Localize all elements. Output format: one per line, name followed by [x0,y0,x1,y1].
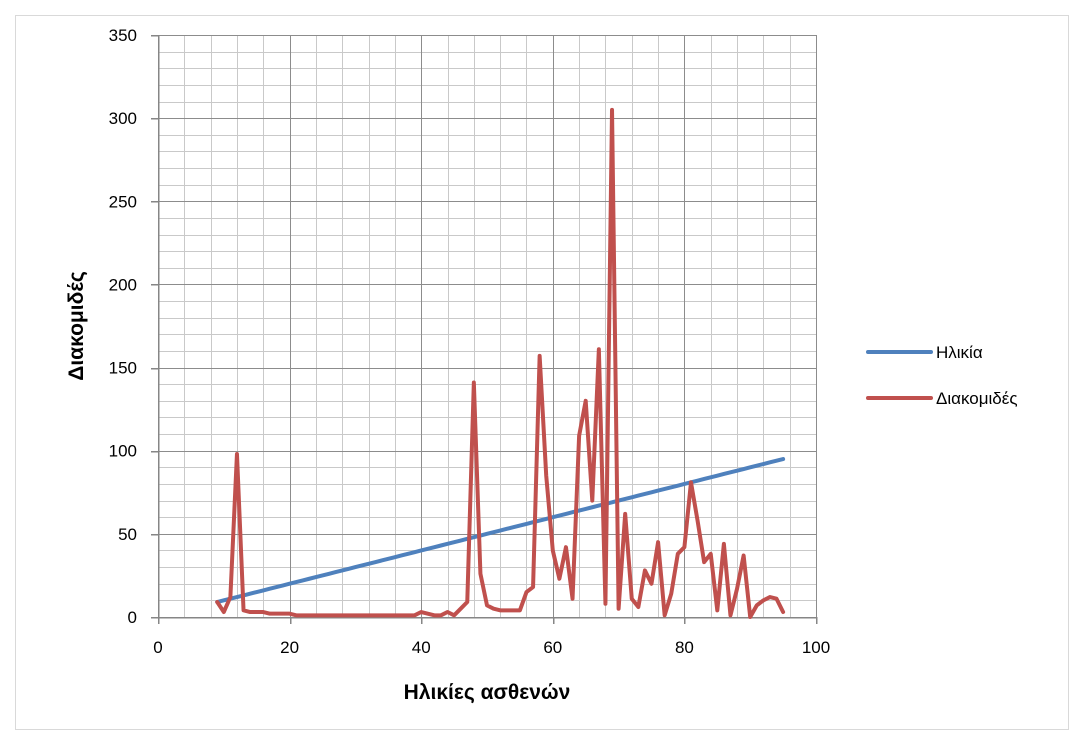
x-axis-title: Ηλικίες ασθενών [404,681,571,704]
y-tick-label: 200 [109,275,137,294]
x-tick-label: 0 [153,638,162,657]
series-line-1 [215,457,786,605]
minor-gridlines [158,35,816,617]
series-line-2 [215,107,786,619]
x-tick-label: 80 [675,638,694,657]
y-tick-label: 150 [109,359,137,378]
major-gridlines [158,35,817,617]
x-tick-label: 60 [543,638,562,657]
x-tick-labels: 0 20 40 60 80 100 [153,638,830,657]
y-tick-label: 300 [109,109,137,128]
y-tick-labels: 0 50 100 150 200 250 300 350 [109,26,137,627]
axes [151,34,818,624]
y-tick-label: 350 [109,26,137,45]
legend: Ηλικία Διακομιδές [866,343,1018,408]
y-tick-label: 50 [118,525,137,544]
legend-entry-2: Διακομιδές [866,389,1018,408]
legend-label: Διακομιδές [936,389,1018,408]
x-tick-label: 100 [802,638,830,657]
y-tick-label: 100 [109,442,137,461]
y-tick-label: 250 [109,192,137,211]
legend-entry-1: Ηλικία [866,343,983,362]
y-tick-label: 0 [128,608,137,627]
legend-label: Ηλικία [936,343,983,362]
series-lines [215,107,786,619]
x-tick-label: 40 [412,638,431,657]
x-tick-label: 20 [280,638,299,657]
y-axis-title: Διακομιδές [65,271,88,381]
